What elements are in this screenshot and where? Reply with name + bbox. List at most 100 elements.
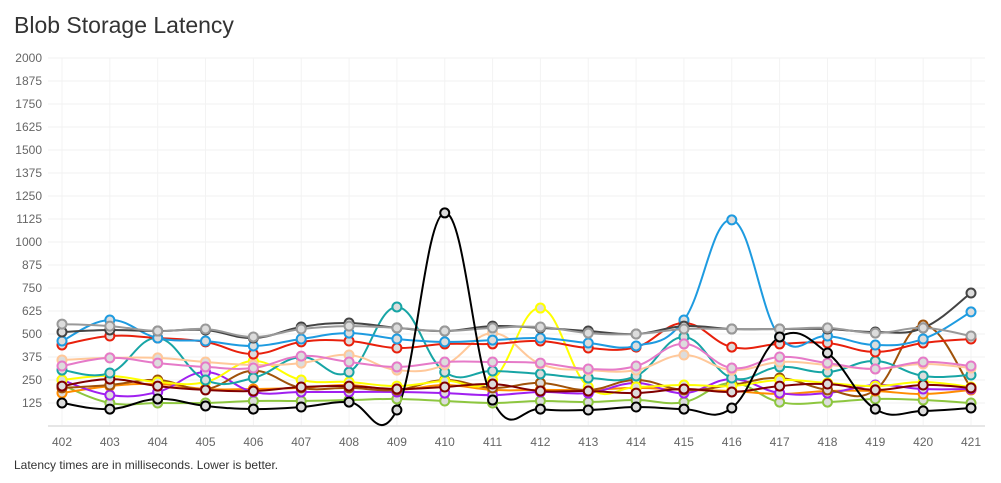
data-point-black <box>869 403 881 415</box>
data-point-black <box>391 404 403 416</box>
x-tick-label: 415 <box>674 435 694 449</box>
data-point-teal <box>104 367 116 379</box>
data-point-blue <box>630 340 642 352</box>
data-point-black <box>487 394 499 406</box>
data-point-pink <box>56 360 68 372</box>
y-tick-label: 1625 <box>15 120 42 134</box>
data-point-black <box>965 402 977 414</box>
data-point-gray <box>295 323 307 335</box>
series-line-charcoal <box>61 292 972 340</box>
data-point-teal <box>487 365 499 377</box>
data-point-teal <box>343 366 355 378</box>
data-point-gray <box>630 328 642 340</box>
x-tick-label: 419 <box>865 435 885 449</box>
data-point-gray <box>821 322 833 334</box>
data-point-charcoal <box>965 287 977 299</box>
x-tick-label: 408 <box>339 435 359 449</box>
x-tick-label: 404 <box>148 435 168 449</box>
data-point-teal <box>247 372 259 384</box>
data-point-maroon <box>343 380 355 392</box>
data-point-gray <box>534 321 546 333</box>
data-point-teal <box>391 301 403 313</box>
data-point-gray <box>869 327 881 339</box>
data-point-pink <box>678 338 690 350</box>
data-point-maroon <box>678 383 690 395</box>
data-point-pink <box>104 352 116 364</box>
x-tick-label: 405 <box>196 435 216 449</box>
data-point-gray <box>247 331 259 343</box>
data-point-maroon <box>487 378 499 390</box>
data-point-maroon <box>582 385 594 397</box>
x-tick-label: 409 <box>387 435 407 449</box>
data-point-black <box>152 393 164 405</box>
y-tick-label: 500 <box>22 327 42 341</box>
x-tick-label: 420 <box>913 435 933 449</box>
x-tick-label: 410 <box>435 435 455 449</box>
data-point-blue <box>726 214 738 226</box>
data-point-gray <box>917 322 929 334</box>
data-point-black <box>582 404 594 416</box>
data-point-black <box>56 397 68 409</box>
x-tick-label: 407 <box>291 435 311 449</box>
x-tick-label: 412 <box>530 435 550 449</box>
data-point-maroon <box>774 380 786 392</box>
data-point-black <box>343 396 355 408</box>
x-tick-label: 406 <box>243 435 263 449</box>
data-point-gray <box>487 322 499 334</box>
data-point-maroon <box>56 380 68 392</box>
data-point-black <box>104 403 116 415</box>
y-tick-label: 625 <box>22 304 42 318</box>
y-tick-label: 875 <box>22 258 42 272</box>
data-point-pink <box>343 356 355 368</box>
data-point-red <box>391 342 403 354</box>
data-point-pink <box>917 356 929 368</box>
data-point-maroon <box>152 380 164 392</box>
data-point-pink <box>965 360 977 372</box>
data-point-black <box>678 403 690 415</box>
data-point-gray <box>56 318 68 330</box>
data-point-pink <box>869 363 881 375</box>
data-point-gray <box>439 325 451 337</box>
data-point-black <box>534 403 546 415</box>
data-point-pink <box>774 351 786 363</box>
x-tick-label: 418 <box>817 435 837 449</box>
data-point-pink <box>247 362 259 374</box>
data-point-gray <box>152 325 164 337</box>
y-tick-label: 1500 <box>15 143 42 157</box>
x-tick-label: 402 <box>52 435 72 449</box>
y-tick-label: 375 <box>22 350 42 364</box>
x-tick-label: 414 <box>626 435 646 449</box>
data-point-teal <box>917 370 929 382</box>
data-point-maroon <box>200 384 212 396</box>
data-point-blue <box>965 306 977 318</box>
data-point-pink <box>582 363 594 375</box>
x-tick-label: 421 <box>961 435 981 449</box>
chart-title: Blob Storage Latency <box>14 12 234 38</box>
data-point-pink <box>391 361 403 373</box>
data-point-blue <box>534 332 546 344</box>
data-point-blue <box>917 333 929 345</box>
series-line-yellow <box>61 307 972 396</box>
data-point-yellow <box>534 302 546 314</box>
x-tick-label: 403 <box>100 435 120 449</box>
data-point-teal <box>534 368 546 380</box>
data-point-black <box>917 405 929 417</box>
data-point-maroon <box>630 387 642 399</box>
data-point-blue <box>295 333 307 345</box>
data-point-black <box>774 331 786 343</box>
y-tick-label: 1750 <box>15 97 42 111</box>
x-tick-label: 417 <box>770 435 790 449</box>
data-point-maroon <box>965 382 977 394</box>
chart-note: Latency times are in milliseconds. Lower… <box>14 458 279 472</box>
data-point-maroon <box>391 383 403 395</box>
data-point-black <box>821 347 833 359</box>
data-point-maroon <box>726 386 738 398</box>
data-point-gray <box>200 323 212 335</box>
y-tick-label: 1875 <box>15 74 42 88</box>
data-point-maroon <box>917 379 929 391</box>
data-point-maroon <box>821 378 833 390</box>
data-point-black <box>726 402 738 414</box>
data-point-purple <box>104 389 116 401</box>
